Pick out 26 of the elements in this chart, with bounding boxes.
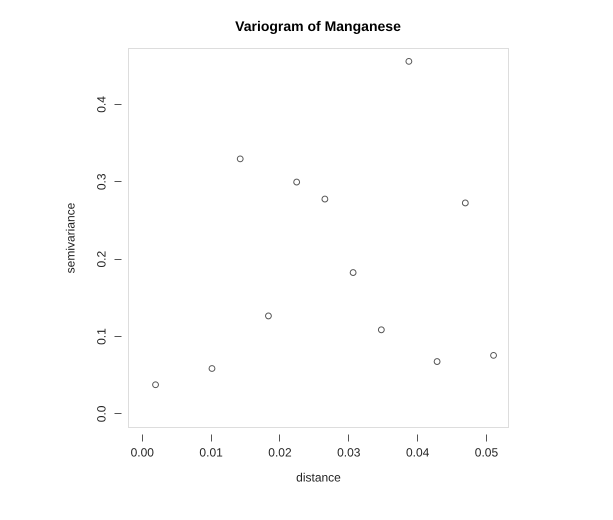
x-tick-label: 0.01 [199,446,224,460]
point [405,58,412,65]
point [490,352,497,359]
point [350,269,357,276]
x-tick-label: 0.02 [268,446,292,460]
point [462,200,469,206]
x-tick-label: 0.04 [406,446,430,460]
x-axis-title: distance [296,470,342,484]
y-tick-label: 0.2 [94,250,108,268]
y-tick-label: 0.4 [94,96,108,113]
point [321,196,328,202]
x-tick-label: 0.05 [474,446,498,460]
y-tick-label: 0.3 [94,173,108,190]
x-tick-label: 0.00 [130,446,154,460]
point [434,358,441,365]
point [293,178,300,186]
point [152,381,159,388]
point [236,155,244,162]
y-tick-label: 0.0 [94,405,108,422]
chart-title: Variogram of Manganese [235,18,402,34]
y-tick-label: 0.1 [94,328,108,345]
y-axis-title: semivariance [64,202,78,274]
point [265,312,272,320]
point [378,326,385,334]
x-tick-label: 0.03 [337,446,361,460]
point [208,365,216,372]
